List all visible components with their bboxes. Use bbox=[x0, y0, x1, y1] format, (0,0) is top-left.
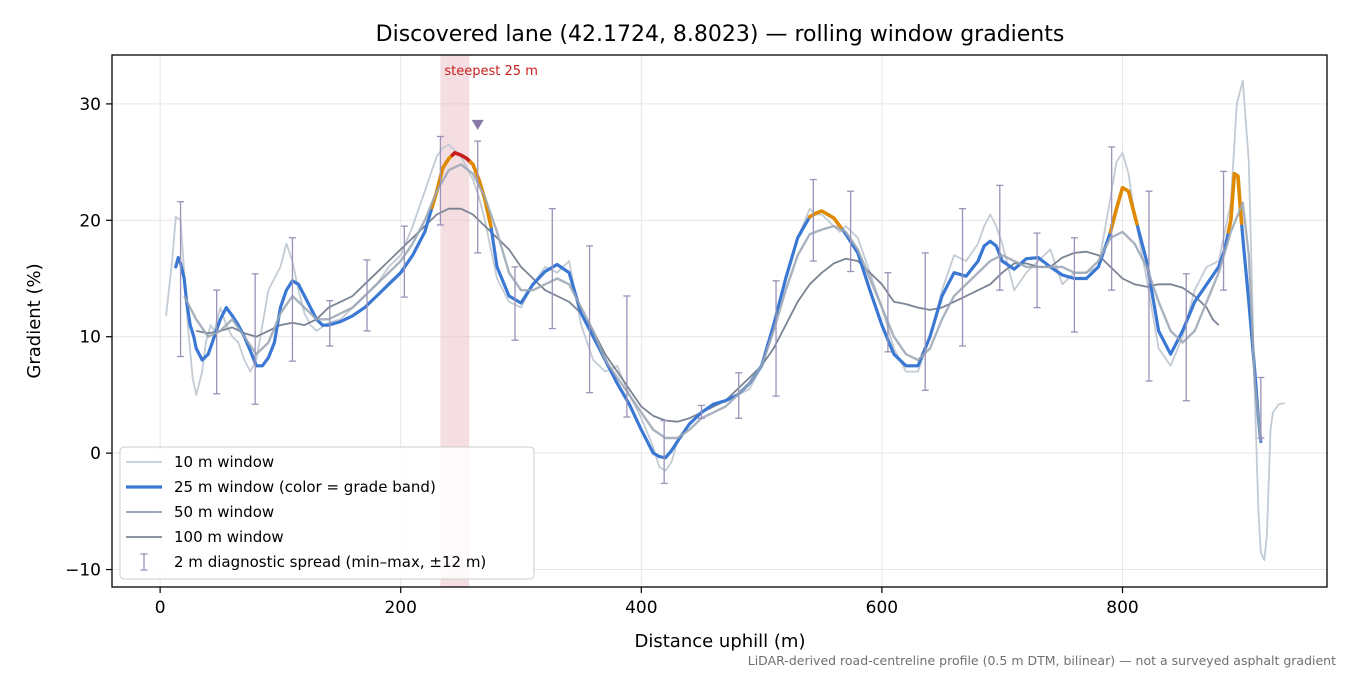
legend-label: 25 m window (color = grade band) bbox=[174, 478, 436, 496]
error-bar-29 bbox=[1257, 376, 1265, 439]
error-bar-11 bbox=[586, 245, 594, 394]
steepest-annotation-label: steepest 25 m bbox=[444, 64, 537, 79]
error-bar-16 bbox=[772, 280, 780, 397]
grid-layer bbox=[112, 55, 1327, 587]
error-bar-22 bbox=[996, 184, 1004, 291]
error-bar-24 bbox=[1070, 237, 1078, 333]
y-tick-label-2: 10 bbox=[79, 328, 101, 348]
grade-band-segment-orange-3 bbox=[807, 209, 843, 230]
legend-entry-0: 10 m window bbox=[126, 453, 274, 471]
legend-box bbox=[119, 446, 535, 580]
error-bar-18 bbox=[847, 190, 855, 273]
error-bar-28 bbox=[1220, 170, 1228, 291]
legend-label: 2 m diagnostic spread (min–max, ±12 m) bbox=[174, 553, 486, 571]
x-tick-label-2: 400 bbox=[625, 598, 657, 618]
y-tick-label-0: −10 bbox=[65, 561, 101, 581]
error-bar-6 bbox=[400, 225, 408, 298]
error-bar-5 bbox=[363, 259, 371, 332]
annotation-layer: steepest 25 m bbox=[444, 64, 538, 130]
error-bar-27 bbox=[1182, 273, 1190, 402]
y-tick-label-4: 30 bbox=[79, 95, 101, 115]
error-bar-17 bbox=[809, 178, 817, 262]
y-tick-label-3: 20 bbox=[79, 211, 101, 231]
error-bar-23 bbox=[1033, 232, 1041, 309]
error-bar-14 bbox=[697, 404, 705, 419]
error-bar-0 bbox=[177, 201, 185, 358]
x-axis-label: Distance uphill (m) bbox=[635, 631, 806, 652]
error-bar-13 bbox=[660, 419, 668, 485]
error-bar-7 bbox=[436, 135, 444, 226]
legend-entry-3: 100 m window bbox=[126, 528, 284, 546]
error-bar-25 bbox=[1108, 146, 1116, 291]
error-bar-10 bbox=[548, 208, 556, 330]
legend-label: 100 m window bbox=[174, 528, 284, 546]
error-bar-layer bbox=[177, 135, 1265, 485]
legend-entry-4: 2 m diagnostic spread (min–max, ±12 m) bbox=[140, 553, 486, 571]
series-25m-line bbox=[174, 151, 1263, 460]
series-100m-line bbox=[196, 207, 1220, 423]
legend-label: 50 m window bbox=[174, 503, 274, 521]
error-bar-4 bbox=[326, 299, 334, 347]
x-tick-label-3: 600 bbox=[866, 598, 898, 618]
x-tick-label-1: 200 bbox=[384, 598, 416, 618]
plot-frame bbox=[111, 54, 1328, 588]
error-bar-9 bbox=[511, 266, 519, 341]
error-bar-19 bbox=[884, 272, 892, 353]
error-bar-12 bbox=[623, 295, 631, 418]
error-bar-3 bbox=[288, 237, 296, 362]
footnote: LiDAR-derived road-centreline profile (0… bbox=[748, 653, 1336, 668]
error-bar-21 bbox=[959, 208, 966, 347]
axis-ticks: 0 200 400 600 800 −10 0 10 20 30 bbox=[65, 95, 1139, 618]
y-tick-label-1: 0 bbox=[90, 444, 101, 464]
error-bar-1 bbox=[213, 289, 221, 395]
legend-label: 10 m window bbox=[174, 453, 274, 471]
error-bar-15 bbox=[735, 372, 743, 419]
x-tick-label-0: 0 bbox=[155, 598, 166, 618]
legend-entry-1: 25 m window (color = grade band) bbox=[126, 478, 436, 496]
steepest-marker-icon bbox=[471, 119, 484, 130]
x-tick-label-4: 800 bbox=[1106, 598, 1138, 618]
grade-band-segment-orange-4 bbox=[1108, 185, 1139, 234]
grade-band-segment-orange-2 bbox=[468, 160, 493, 228]
error-bar-2 bbox=[251, 273, 259, 405]
error-bar-20 bbox=[921, 252, 929, 391]
legend-entry-2: 50 m window bbox=[126, 503, 274, 521]
grade-band-segment-red-1 bbox=[450, 151, 473, 164]
error-bar-8 bbox=[474, 140, 482, 254]
legend: 10 m window 25 m window (color = grade ba… bbox=[119, 446, 535, 580]
chart-title: Discovered lane (42.1724, 8.8023) — roll… bbox=[376, 22, 1065, 47]
y-axis-label: Gradient (%) bbox=[24, 263, 45, 378]
error-bar-26 bbox=[1145, 190, 1153, 382]
